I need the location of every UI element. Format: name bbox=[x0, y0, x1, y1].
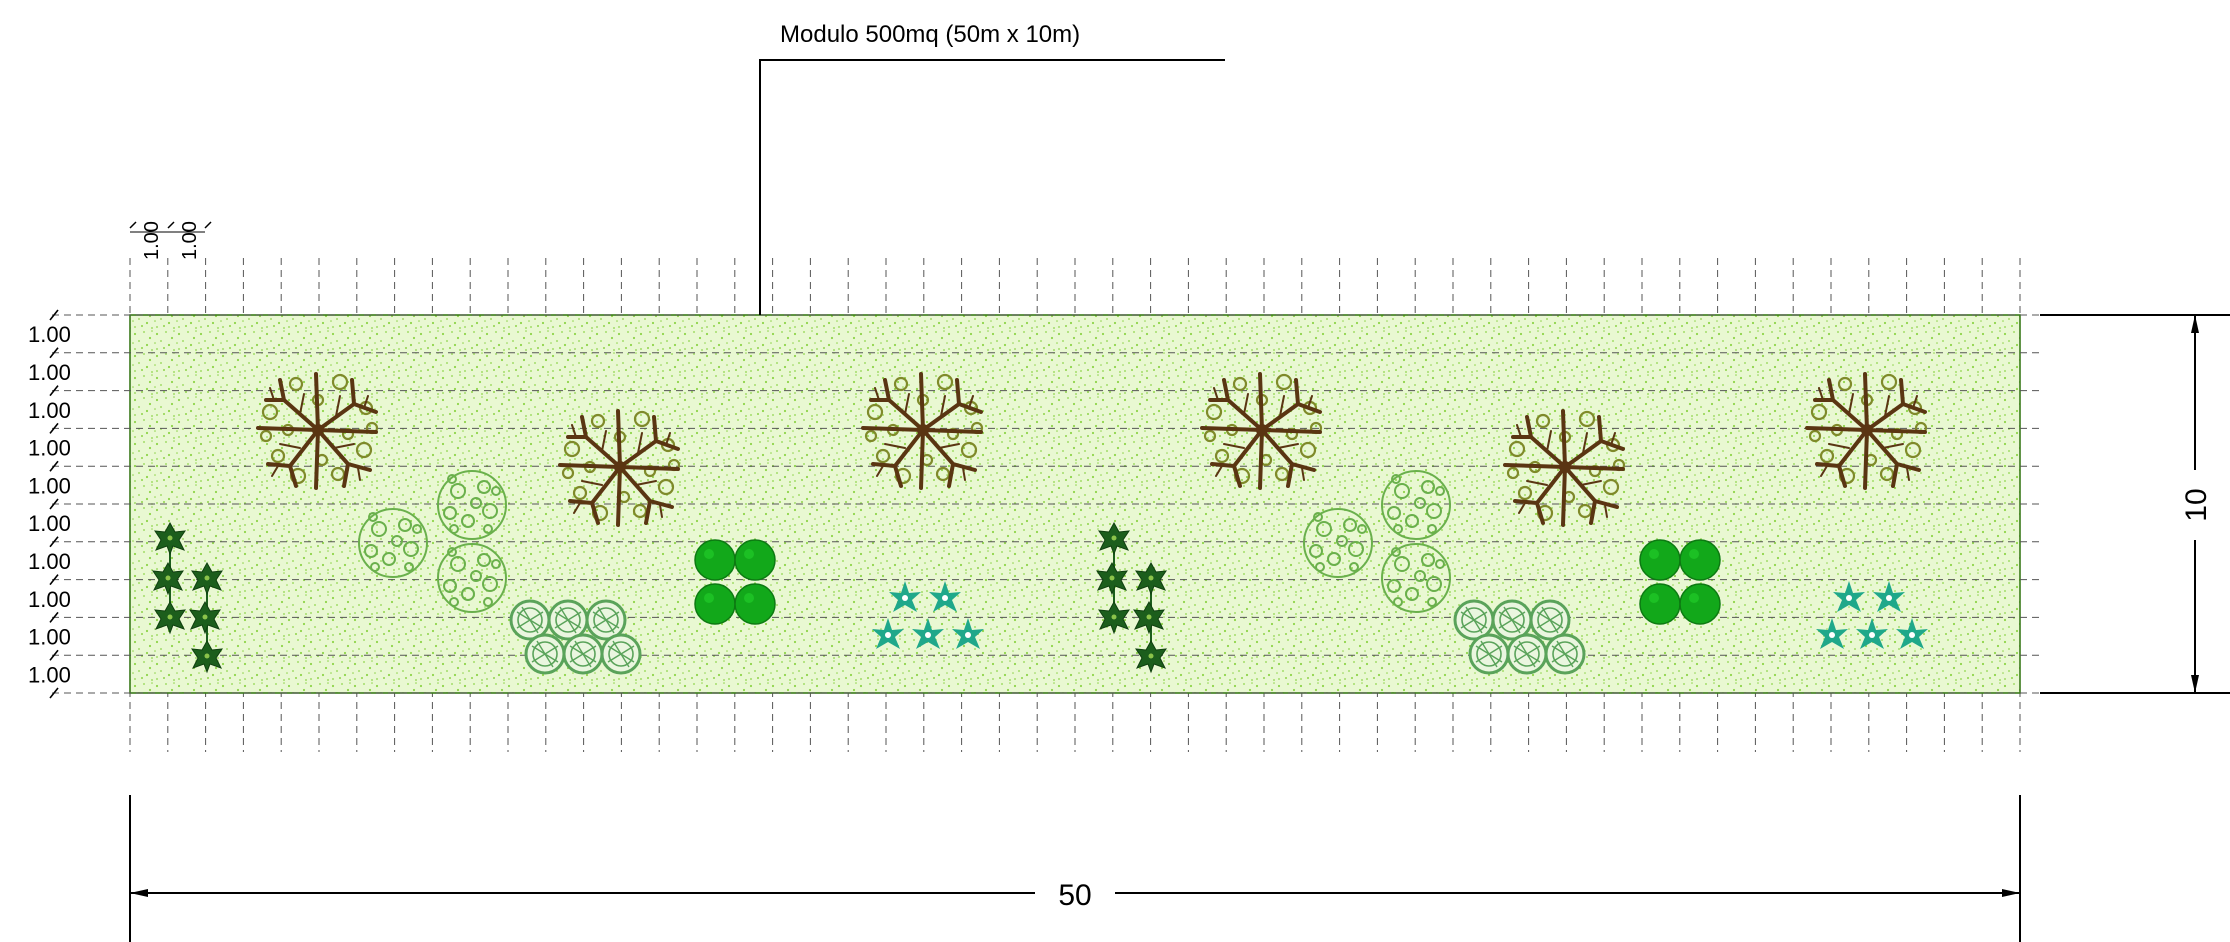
column-dimension-labels: 1.00 1.00 bbox=[129, 221, 212, 260]
row-tick bbox=[49, 309, 59, 321]
row-label: 1.00 bbox=[28, 360, 71, 385]
planting-layout bbox=[152, 372, 1928, 675]
row-tick bbox=[49, 385, 59, 397]
row-label: 1.00 bbox=[28, 625, 71, 650]
ring-shrub-group-icon bbox=[1453, 599, 1586, 675]
row-dimension-labels: 1.00 1.00 1.00 1.00 1.00 1.00 1.00 1.00 1.00 1.00 bbox=[28, 309, 71, 699]
column-label: 1.00 bbox=[141, 221, 163, 260]
climbing-plant-icon bbox=[1096, 522, 1167, 673]
ring-shrub-group-icon bbox=[509, 599, 642, 675]
row-label: 1.00 bbox=[28, 511, 71, 536]
row-tick bbox=[49, 347, 59, 359]
row-label: 1.00 bbox=[28, 322, 71, 347]
row-label: 1.00 bbox=[28, 436, 71, 461]
module-title: Modulo 500mq (50m x 10m) bbox=[780, 21, 1080, 48]
row-label: 1.00 bbox=[28, 549, 71, 574]
row-tick bbox=[49, 498, 59, 510]
row-tick bbox=[49, 611, 59, 623]
row-label: 1.00 bbox=[28, 398, 71, 423]
row-tick bbox=[49, 687, 59, 699]
row-tick bbox=[49, 422, 59, 434]
column-label: 1.00 bbox=[179, 221, 201, 260]
row-label: 1.00 bbox=[28, 662, 71, 687]
width-dimension: 50 bbox=[129, 795, 2021, 942]
row-label: 1.00 bbox=[28, 473, 71, 498]
row-tick bbox=[49, 574, 59, 586]
climbing-plant-icon bbox=[152, 522, 223, 673]
row-tick bbox=[49, 649, 59, 661]
width-dimension-value: 50 bbox=[1058, 879, 1091, 912]
height-dimension-value: 10 bbox=[2180, 488, 2213, 521]
height-dimension: 10 bbox=[2040, 314, 2230, 694]
row-label: 1.00 bbox=[28, 587, 71, 612]
row-tick bbox=[49, 460, 59, 472]
module-title-leader: Modulo 500mq (50m x 10m) bbox=[759, 21, 1225, 315]
row-tick bbox=[49, 536, 59, 548]
